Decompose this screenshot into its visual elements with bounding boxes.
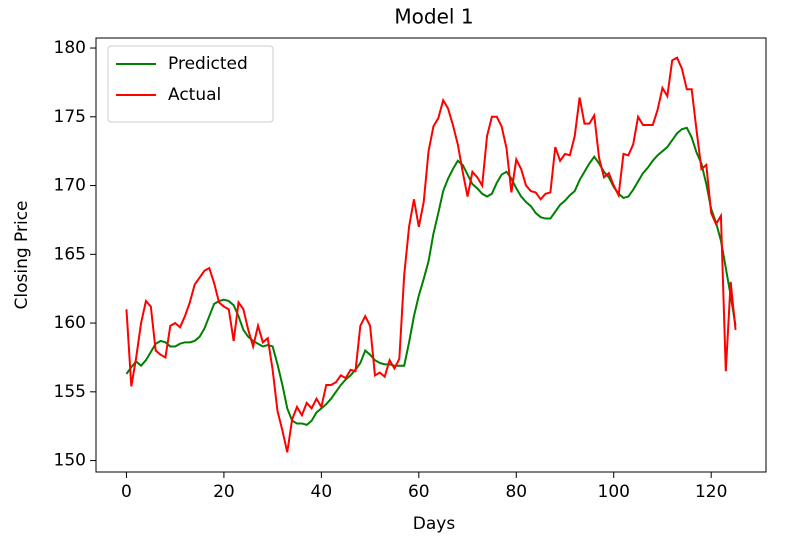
- x-tick-label: 20: [213, 482, 235, 502]
- line-series: [125, 126, 737, 426]
- legend-label: Predicted: [168, 54, 248, 74]
- x-tick-label: 0: [121, 482, 132, 502]
- y-tick-label: 150: [54, 451, 86, 471]
- y-tick-label: 180: [54, 38, 86, 58]
- y-tick-label: 155: [54, 382, 86, 402]
- y-tick-label: 160: [54, 313, 86, 333]
- x-tick-label: 100: [598, 482, 630, 502]
- x-tick-label: 40: [311, 482, 333, 502]
- x-tick-label: 120: [695, 482, 727, 502]
- x-tick-label: 60: [408, 482, 430, 502]
- legend-label: Actual: [168, 85, 221, 105]
- y-axis-label: Closing Price: [12, 200, 32, 309]
- y-tick-label: 175: [54, 107, 86, 127]
- chart-title: Model 1: [394, 5, 473, 29]
- plot-frame: [95, 37, 767, 473]
- y-tick-label: 165: [54, 244, 86, 264]
- x-axis-label: Days: [413, 514, 456, 534]
- y-tick-label: 170: [54, 176, 86, 196]
- line-series: [125, 56, 737, 453]
- x-tick-label: 80: [505, 482, 527, 502]
